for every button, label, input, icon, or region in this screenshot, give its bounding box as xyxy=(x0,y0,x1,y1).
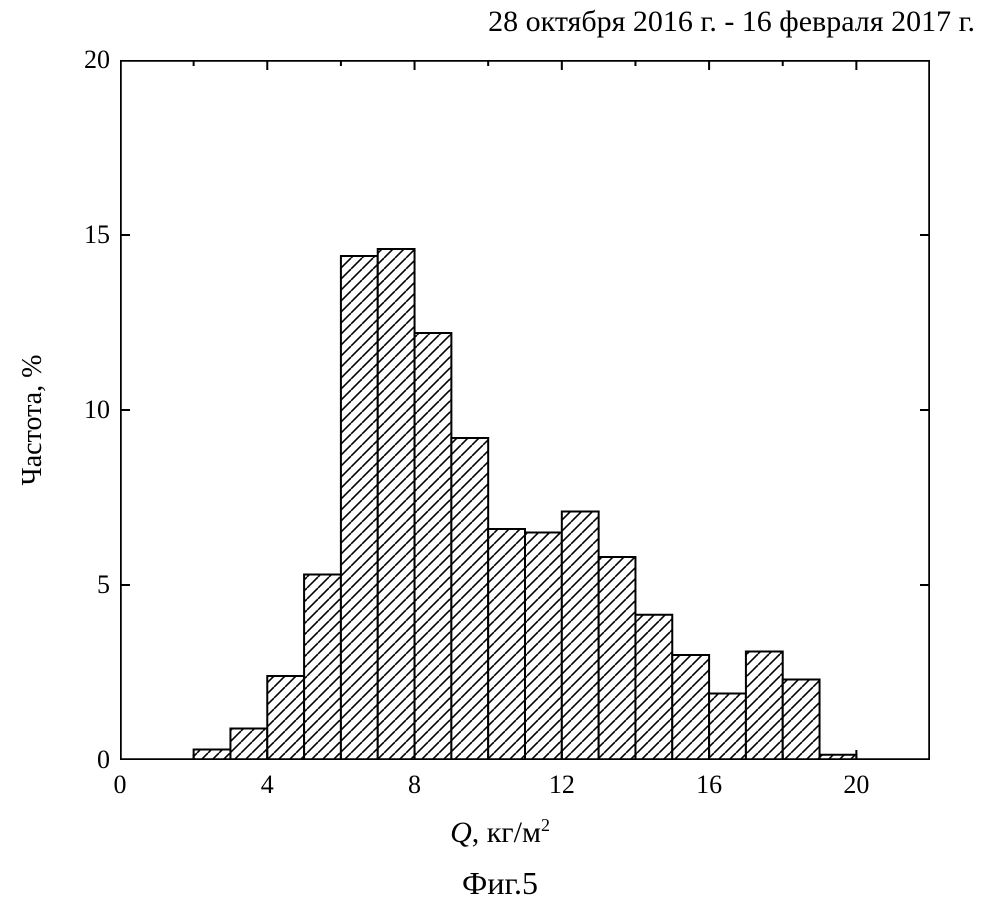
y-tick-label: 15 xyxy=(75,220,110,250)
x-axis-label-q: Q xyxy=(450,816,472,849)
x-axis-label: Q, кг/м2 xyxy=(0,815,1000,850)
x-tick-label: 8 xyxy=(408,770,421,800)
x-tick-label: 12 xyxy=(549,770,575,800)
histogram-bar xyxy=(488,529,525,760)
histogram-bar xyxy=(415,333,452,760)
plot-area xyxy=(120,60,930,760)
y-tick-label: 10 xyxy=(75,395,110,425)
histogram-bar xyxy=(746,652,783,761)
y-axis-label: Частота, % xyxy=(17,355,49,486)
x-axis-label-rest: , кг/м xyxy=(472,816,541,849)
x-tick-label: 4 xyxy=(261,770,274,800)
histogram-bar xyxy=(341,256,378,760)
x-tick-label: 0 xyxy=(114,770,127,800)
y-tick-label: 20 xyxy=(75,45,110,75)
histogram-bar xyxy=(451,438,488,760)
histogram-bar xyxy=(525,533,562,761)
histogram-bar xyxy=(709,694,746,761)
histogram-bar xyxy=(378,249,415,760)
chart-title: 28 октября 2016 г. - 16 февраля 2017 г. xyxy=(488,5,975,39)
y-tick-label: 0 xyxy=(75,745,110,775)
histogram-bar xyxy=(599,557,636,760)
histogram-bar xyxy=(562,512,599,761)
histogram-bar xyxy=(267,676,304,760)
y-tick-label: 5 xyxy=(75,570,110,600)
histogram-svg xyxy=(120,60,930,760)
x-axis-label-sup: 2 xyxy=(541,815,550,835)
x-tick-label: 16 xyxy=(696,770,722,800)
histogram-bar xyxy=(672,655,709,760)
x-tick-label: 20 xyxy=(843,770,869,800)
histogram-bar xyxy=(304,575,341,761)
histogram-bar xyxy=(635,615,672,760)
y-axis-label-wrap: Частота, % xyxy=(18,0,48,895)
figure-caption: Фиг.5 xyxy=(0,865,1000,902)
page-root: 28 октября 2016 г. - 16 февраля 2017 г. … xyxy=(0,0,1000,895)
histogram-bar xyxy=(230,729,267,761)
histogram-bar xyxy=(783,680,820,761)
